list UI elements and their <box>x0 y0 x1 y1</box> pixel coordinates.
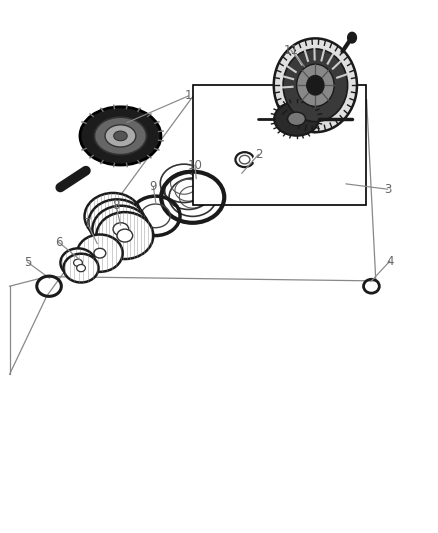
Ellipse shape <box>85 193 141 240</box>
Text: 1: 1 <box>184 90 192 102</box>
Ellipse shape <box>105 125 136 147</box>
Ellipse shape <box>74 259 82 266</box>
Ellipse shape <box>77 235 123 272</box>
Ellipse shape <box>113 223 129 236</box>
Ellipse shape <box>114 131 127 141</box>
Circle shape <box>348 33 357 43</box>
Ellipse shape <box>77 264 85 272</box>
Ellipse shape <box>64 254 99 282</box>
Ellipse shape <box>92 206 149 253</box>
Ellipse shape <box>105 210 121 223</box>
Ellipse shape <box>283 49 348 122</box>
Text: 8: 8 <box>113 199 120 212</box>
Ellipse shape <box>94 248 106 258</box>
Text: 9: 9 <box>149 180 157 193</box>
Text: 11: 11 <box>284 44 299 57</box>
Text: 4: 4 <box>386 255 394 268</box>
Ellipse shape <box>307 76 324 95</box>
Text: 3: 3 <box>384 183 391 196</box>
Ellipse shape <box>96 212 153 259</box>
Ellipse shape <box>60 248 95 277</box>
Text: 7: 7 <box>84 217 92 230</box>
Ellipse shape <box>288 112 305 126</box>
Text: 6: 6 <box>55 236 63 249</box>
Ellipse shape <box>117 229 133 242</box>
Text: 2: 2 <box>254 148 262 161</box>
Text: 10: 10 <box>187 159 202 172</box>
Ellipse shape <box>274 38 357 132</box>
Ellipse shape <box>297 64 334 107</box>
Ellipse shape <box>80 107 161 165</box>
Ellipse shape <box>95 117 146 155</box>
Ellipse shape <box>274 102 319 136</box>
Ellipse shape <box>109 216 125 229</box>
Bar <box>193 85 366 205</box>
Text: 5: 5 <box>24 256 31 269</box>
Ellipse shape <box>88 199 145 246</box>
